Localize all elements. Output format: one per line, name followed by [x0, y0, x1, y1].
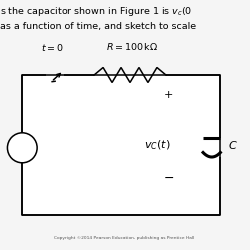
- Text: +: +: [164, 90, 173, 100]
- Text: $-$: $-$: [163, 171, 174, 184]
- Text: s the capacitor shown in Figure 1 is $v_c$(0: s the capacitor shown in Figure 1 is $v_…: [0, 5, 192, 18]
- Text: Copyright ©2014 Pearson Education, publishing as Prentice Hall: Copyright ©2014 Pearson Education, publi…: [54, 236, 194, 240]
- Text: $R = 100\,\mathrm{k\Omega}$: $R = 100\,\mathrm{k\Omega}$: [106, 41, 158, 52]
- Text: $C$: $C$: [228, 139, 237, 151]
- Text: $t = 0$: $t = 0$: [40, 42, 64, 53]
- Circle shape: [8, 133, 37, 163]
- Text: as a function of time, and sketch to scale: as a function of time, and sketch to sca…: [0, 22, 196, 31]
- Bar: [22, 75, 220, 215]
- Text: $v_C(t)$: $v_C(t)$: [144, 138, 171, 152]
